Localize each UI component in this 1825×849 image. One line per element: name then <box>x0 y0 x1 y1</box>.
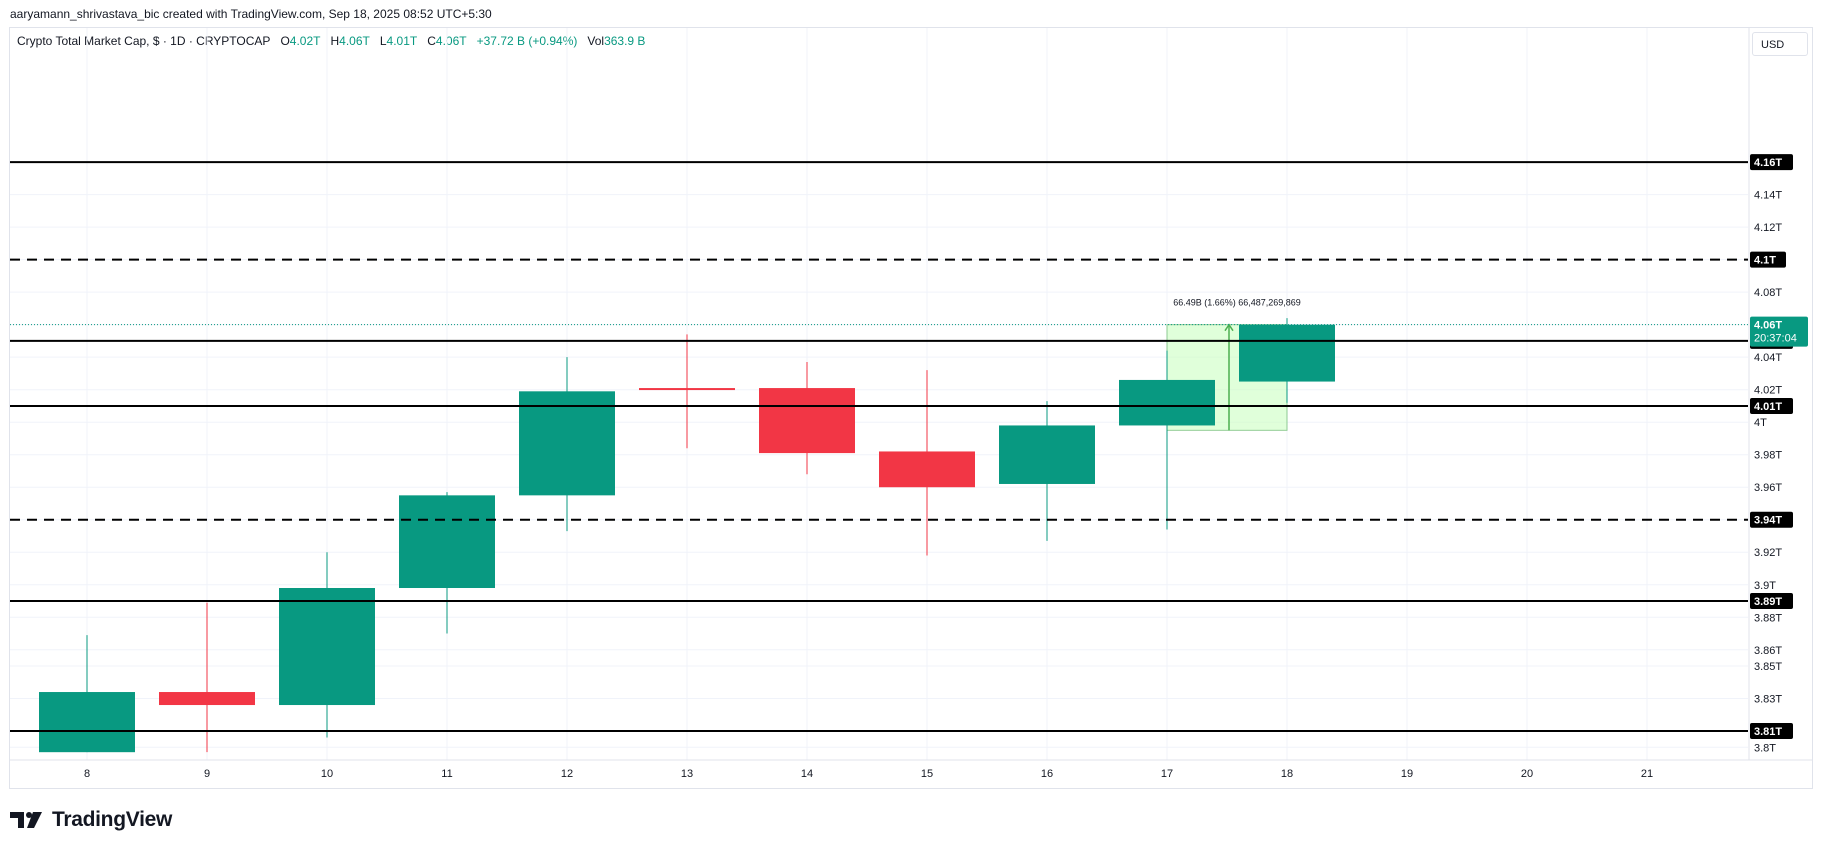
x-tick-label: 10 <box>321 768 333 780</box>
volume-label: Vol <box>587 34 605 48</box>
y-tick-label: 4.12T <box>1754 222 1782 234</box>
x-tick-label: 18 <box>1281 768 1293 780</box>
candle-body-up <box>1119 379 1215 426</box>
currency-button[interactable]: USD <box>1752 32 1808 56</box>
open-label: O <box>280 34 290 48</box>
candles <box>39 318 1335 753</box>
level-price-badge <box>1750 723 1793 740</box>
candle-body-up <box>519 391 615 496</box>
x-tick-label: 17 <box>1161 768 1173 780</box>
grid <box>10 28 1748 760</box>
level-price-badge <box>1750 397 1793 414</box>
level-price-label: 4.01T <box>1754 401 1782 413</box>
level-price-label: 3.89T <box>1754 596 1782 608</box>
level-price-label: 3.94T <box>1754 515 1782 527</box>
candle-body-up <box>279 588 375 706</box>
high-label: H <box>330 34 340 48</box>
tradingview-logo-icon <box>10 812 42 828</box>
level-price-badge <box>1750 154 1793 171</box>
x-tick-label: 13 <box>681 768 693 780</box>
candle-body-up <box>1239 324 1335 382</box>
y-tick-label: 3.96T <box>1754 482 1782 494</box>
candle-body-down <box>759 388 855 454</box>
candle-body-down <box>159 692 255 706</box>
level-price-label: 4.1T <box>1754 255 1776 267</box>
x-tick-label: 16 <box>1041 768 1053 780</box>
y-tick-label: 3.9T <box>1754 580 1776 592</box>
y-tick-label: 4.02T <box>1754 385 1782 397</box>
low-value: 4.01T <box>386 34 418 48</box>
chart-attribution: aaryamann_shrivastava_bic created with T… <box>10 7 492 21</box>
level-price-badge <box>1750 511 1793 528</box>
current-price-badge <box>1750 316 1808 347</box>
candle-body-up <box>39 692 135 753</box>
x-tick-label: 9 <box>204 768 210 780</box>
volume-value: 363.9 B <box>604 34 646 48</box>
x-tick-label: 15 <box>921 768 933 780</box>
tradingview-logo[interactable]: TradingView <box>10 808 172 832</box>
level-price-label: 3.81T <box>1754 726 1782 738</box>
x-tick-label: 20 <box>1521 768 1533 780</box>
x-tick-label: 8 <box>84 768 90 780</box>
y-tick-label: 3.85T <box>1754 661 1782 673</box>
close-value: 4.06T <box>435 34 467 48</box>
y-tick-label: 3.8T <box>1754 742 1776 754</box>
x-tick-label: 12 <box>561 768 573 780</box>
change-value: +37.72 B (+0.94%) <box>476 34 578 48</box>
x-tick-label: 21 <box>1641 768 1653 780</box>
level-price-badge <box>1750 593 1793 610</box>
y-tick-label: 3.83T <box>1754 694 1782 706</box>
current-price-label: 4.06T <box>1754 320 1782 332</box>
low-label: L <box>379 34 387 48</box>
y-tick-label: 3.88T <box>1754 612 1782 624</box>
x-tick-label: 11 <box>441 768 452 780</box>
y-tick-label: 3.98T <box>1754 450 1782 462</box>
candle-body-down <box>639 388 735 391</box>
y-tick-label: 3.86T <box>1754 645 1782 657</box>
level-price-label: 4.16T <box>1754 157 1782 169</box>
x-tick-label: 19 <box>1401 768 1413 780</box>
high-value: 4.06T <box>339 34 370 48</box>
x-tick-label: 14 <box>801 768 813 780</box>
chart-pane[interactable] <box>9 27 1813 789</box>
candle-body-up <box>999 425 1095 484</box>
tradingview-wordmark: TradingView <box>52 808 173 831</box>
candle-body-down <box>879 451 975 488</box>
y-tick-label: 4.14T <box>1754 190 1782 202</box>
y-tick-label: 4.08T <box>1754 287 1782 299</box>
y-tick-label: 4.04T <box>1754 352 1782 364</box>
y-tick-label: 4T <box>1754 417 1767 429</box>
open-value: 4.02T <box>289 34 321 48</box>
bar-countdown-label: 20:37:04 <box>1754 333 1797 345</box>
level-price-badge <box>1750 251 1786 268</box>
close-label: C <box>427 34 436 48</box>
measure-label: 66.49B (1.66%) 66,487,269,869 <box>1173 298 1301 308</box>
y-tick-label: 3.92T <box>1754 547 1782 559</box>
candle-body-up <box>399 495 495 589</box>
